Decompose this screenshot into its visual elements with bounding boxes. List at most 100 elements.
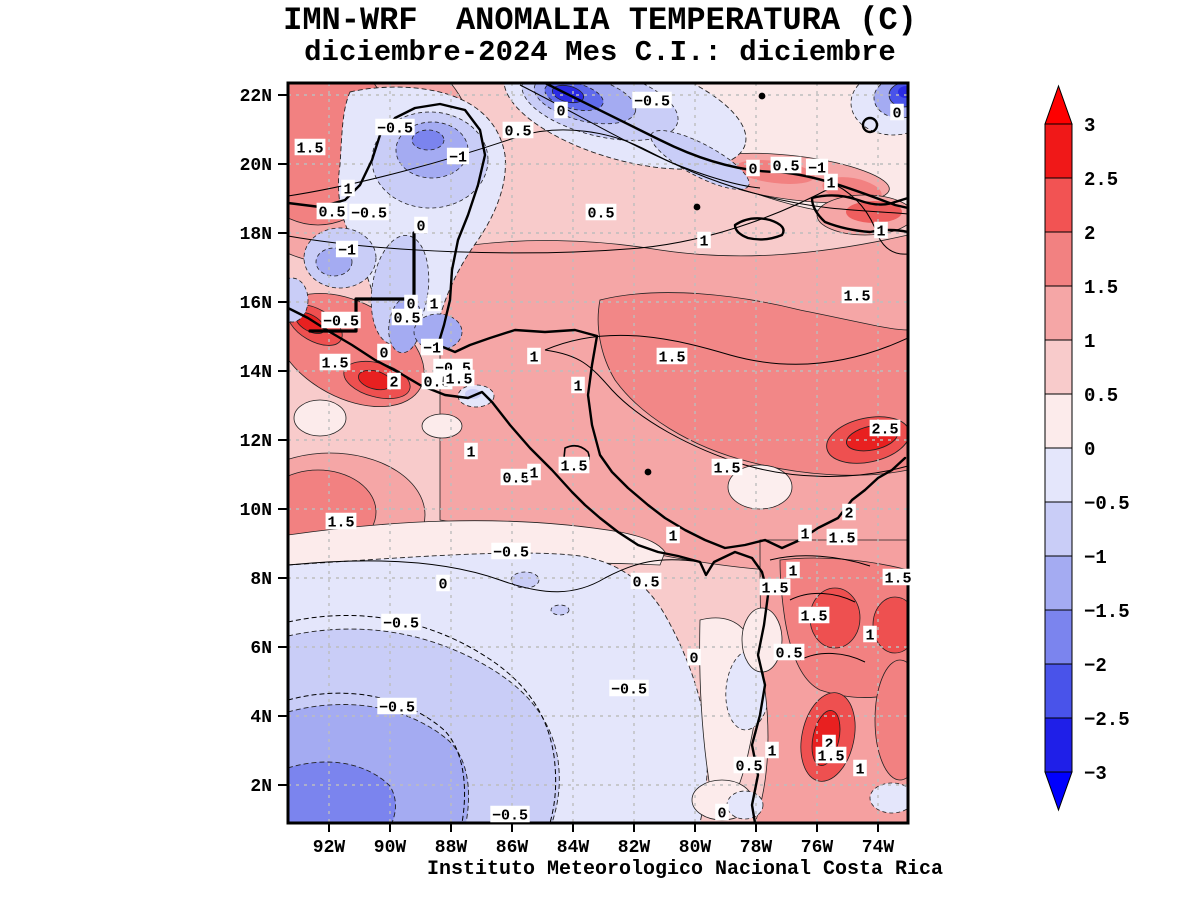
svg-text:1.5: 1.5: [658, 350, 685, 367]
svg-text:0: 0: [717, 806, 726, 823]
svg-text:1.5: 1.5: [761, 581, 788, 598]
colorbar-segment: [1044, 177, 1073, 233]
contour-label: 1.5: [319, 353, 351, 373]
contour-label: 1: [427, 294, 441, 314]
contour-label: 1: [571, 376, 585, 396]
coast-pacific: [288, 306, 770, 823]
lon-tick-label: 74W: [862, 838, 895, 858]
colorbar-segment: [1044, 447, 1073, 503]
svg-text:2.5: 2.5: [871, 422, 898, 439]
coast-yucatan-caribbean: [288, 102, 907, 550]
contour-label: 1.5: [798, 606, 830, 626]
svg-text:1: 1: [529, 350, 538, 367]
lon-tick-label: 88W: [435, 838, 468, 858]
svg-text:0.5: 0.5: [775, 646, 802, 663]
colorbar-label: −1.5: [1084, 601, 1130, 623]
colorbar-label: 2: [1084, 223, 1095, 245]
contour-label: −1: [335, 240, 359, 260]
lat-tick-label: 12N: [240, 432, 272, 452]
svg-text:1: 1: [343, 182, 352, 199]
contour-label: 0: [687, 648, 701, 668]
svg-text:1.5: 1.5: [884, 571, 911, 588]
lat-tick-label: 16N: [240, 294, 272, 314]
contour-label: 0.5: [773, 643, 805, 663]
contour-label: 0.5: [502, 121, 534, 141]
svg-text:−1: −1: [808, 161, 826, 178]
lat-tick-label: 6N: [250, 639, 272, 659]
axis-ticks-and-labels: 22N 20N 18N 16N 14N 12N 10N 8N 6N 4N 2N 92W 90W 88W 86…: [240, 87, 895, 858]
contour-label: 1: [874, 221, 888, 241]
coast-hispaniola: [810, 194, 908, 234]
svg-text:0: 0: [416, 219, 425, 236]
svg-text:1: 1: [668, 529, 677, 546]
colorbar-segment: [1044, 663, 1073, 719]
contour-label: −0.5: [632, 91, 672, 111]
lat-tick-label: 10N: [240, 501, 272, 521]
lon-tick-label: 80W: [679, 838, 712, 858]
svg-text:0.5: 0.5: [393, 311, 420, 328]
contour-label: −0.5: [321, 311, 361, 331]
contour-label: 1.5: [815, 746, 847, 766]
svg-text:0.5: 0.5: [632, 575, 659, 592]
contour-label: 1.5: [841, 286, 873, 306]
svg-text:0.5: 0.5: [587, 206, 614, 223]
colorbar-segment: [1044, 501, 1073, 557]
contour-label: 0: [746, 159, 760, 179]
coast-jamaica: [733, 217, 785, 241]
island-inagua: [861, 116, 879, 134]
contour-label: 0: [404, 294, 418, 314]
svg-text:2: 2: [389, 375, 398, 392]
contour-label: 1.5: [325, 512, 357, 532]
svg-text:0: 0: [892, 106, 901, 123]
lat-tick-label: 18N: [240, 225, 272, 245]
contour-label: 1.5: [558, 456, 590, 476]
svg-text:1.5: 1.5: [843, 289, 870, 306]
svg-text:0: 0: [556, 104, 565, 121]
coast-cuba: [543, 83, 908, 210]
svg-text:−1: −1: [338, 243, 356, 260]
contour-label: 1.5: [711, 458, 743, 478]
svg-text:1: 1: [699, 234, 708, 251]
colorbar-segment: [1044, 717, 1073, 773]
contour-label: 1: [824, 173, 838, 193]
svg-text:1.5: 1.5: [800, 609, 827, 626]
svg-text:−0.5: −0.5: [323, 314, 359, 331]
svg-text:0.5: 0.5: [318, 205, 345, 222]
contour-label: 0: [715, 803, 729, 823]
lon-tick-label: 84W: [557, 838, 590, 858]
chart-title: IMN-WRF ANOMALIA TEMPERATURA (C): [283, 2, 917, 39]
colorbar-label: 0: [1084, 439, 1095, 461]
lon-tick-label: 78W: [740, 838, 773, 858]
svg-text:0: 0: [406, 297, 415, 314]
contour-label: 1: [341, 179, 355, 199]
chart-subtitle: diciembre-2024 Mes C.I.: diciembre: [304, 36, 896, 69]
graticule-grid: [288, 83, 908, 823]
colorbar-segment: [1044, 339, 1073, 395]
svg-text:0: 0: [379, 346, 388, 363]
island-san-andres: [644, 468, 652, 476]
svg-text:0: 0: [438, 577, 447, 594]
contour-label: 1: [853, 759, 867, 779]
svg-text:1: 1: [429, 297, 438, 314]
island-cayman: [693, 203, 701, 211]
svg-text:0.5: 0.5: [735, 759, 762, 776]
svg-text:1.5: 1.5: [445, 372, 472, 389]
contour-lines: [288, 84, 908, 823]
colorbar-segment: [1044, 393, 1073, 449]
svg-text:0.5: 0.5: [772, 159, 799, 176]
contour-label: 0.5: [500, 468, 532, 488]
contour-label: 0: [377, 343, 391, 363]
svg-text:−0.5: −0.5: [492, 808, 528, 825]
contour-label: 0.5: [630, 572, 662, 592]
contour-label: 1.5: [882, 568, 914, 588]
svg-text:1: 1: [865, 628, 874, 645]
contour-label: 1: [765, 741, 779, 761]
island-bahamas: [758, 92, 766, 100]
svg-text:1.5: 1.5: [828, 531, 855, 548]
svg-text:1: 1: [466, 445, 475, 462]
svg-text:1.5: 1.5: [713, 461, 740, 478]
svg-text:−0.5: −0.5: [351, 206, 387, 223]
contour-label: −0.5: [377, 697, 417, 717]
